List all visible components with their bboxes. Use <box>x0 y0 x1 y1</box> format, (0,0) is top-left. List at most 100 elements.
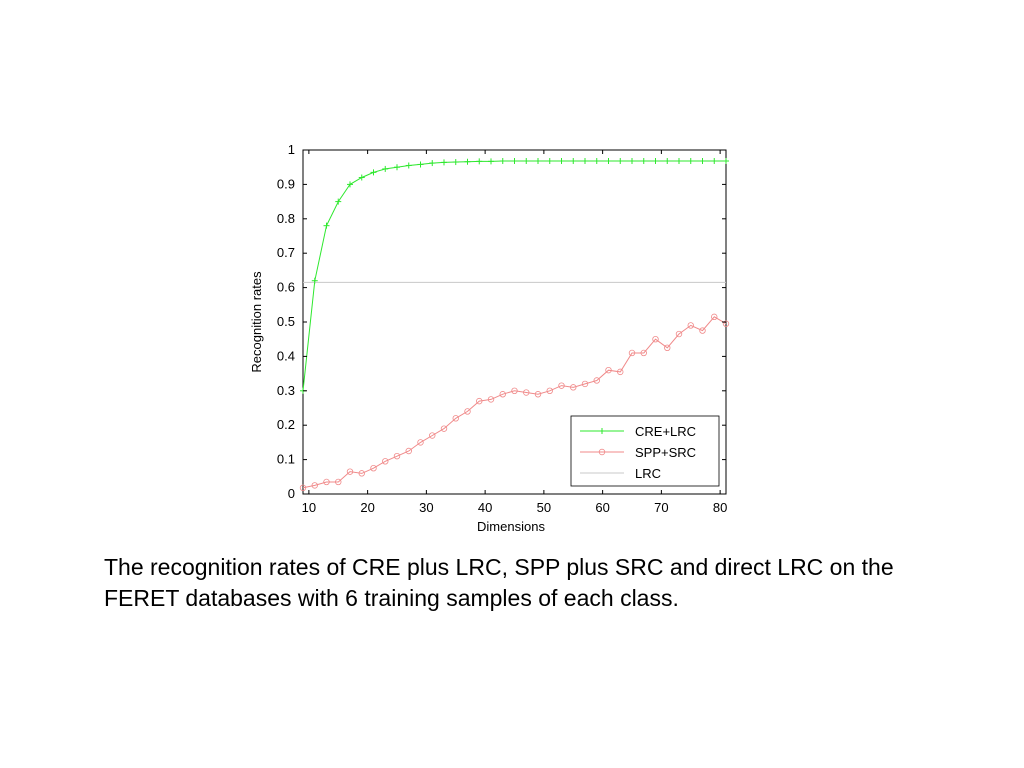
y-axis-label: Recognition rates <box>249 271 264 373</box>
data-point-cre-lrc <box>605 158 612 165</box>
y-tick-label: 0.3 <box>277 383 295 398</box>
data-point-spp-src <box>464 408 471 415</box>
data-point-cre-lrc <box>676 158 682 165</box>
data-point-cre-lrc <box>464 158 471 165</box>
data-point-cre-lrc <box>429 160 436 167</box>
data-point-cre-lrc <box>652 158 659 165</box>
data-point-cre-lrc <box>617 158 624 165</box>
data-point-cre-lrc <box>370 169 377 176</box>
data-point-spp-src <box>546 387 553 394</box>
series-markers-layer <box>299 158 730 492</box>
y-tick-label: 0.2 <box>277 417 295 432</box>
legend-label: SPP+SRC <box>635 445 696 460</box>
data-point-spp-src <box>722 320 730 327</box>
data-point-spp-src <box>581 380 589 388</box>
data-point-cre-lrc <box>499 158 506 165</box>
data-point-cre-lrc <box>511 158 518 165</box>
data-point-spp-src <box>534 391 542 398</box>
data-point-spp-src <box>335 478 342 486</box>
data-point-cre-lrc <box>417 161 424 168</box>
y-axis-ticks: 0 0.1 0.2 0.3 0.4 0.5 0.6 0.7 0.8 0.9 1 <box>277 142 726 501</box>
data-point-spp-src <box>699 327 706 334</box>
x-axis-label: Dimensions <box>477 519 545 534</box>
x-tick-label: 50 <box>537 500 551 515</box>
x-tick-label: 80 <box>713 500 727 515</box>
data-point-spp-src <box>523 389 530 396</box>
data-point-cre-lrc <box>441 159 447 166</box>
y-tick-label: 0.1 <box>277 452 295 467</box>
x-tick-label: 30 <box>419 500 433 515</box>
data-point-cre-lrc <box>476 158 483 165</box>
legend-label: LRC <box>635 466 661 481</box>
data-point-cre-lrc <box>570 158 577 165</box>
data-point-cre-lrc <box>711 158 718 165</box>
data-point-spp-src <box>664 344 671 351</box>
data-point-cre-lrc <box>358 174 365 181</box>
x-tick-label: 70 <box>654 500 668 515</box>
data-point-cre-lrc <box>546 158 553 165</box>
data-point-spp-src <box>640 349 647 357</box>
data-point-spp-src <box>605 366 612 374</box>
legend-box <box>570 415 720 487</box>
data-point-cre-lrc <box>582 158 588 165</box>
data-point-cre-lrc <box>394 164 400 171</box>
data-point-spp-src <box>652 336 659 343</box>
data-point-spp-src <box>440 425 448 432</box>
data-point-cre-lrc <box>323 222 330 229</box>
legend-entry: LRC <box>580 466 661 481</box>
legend-label: CRE+LRC <box>635 424 696 439</box>
legend: CRE+LRC SPP+SRC LRC <box>570 415 720 487</box>
y-tick-label: 0.5 <box>277 314 295 329</box>
data-point-spp-src <box>675 330 683 338</box>
x-tick-label: 40 <box>478 500 492 515</box>
data-point-cre-lrc <box>488 158 494 165</box>
data-point-spp-src <box>511 387 518 394</box>
data-point-cre-lrc <box>452 159 459 166</box>
y-tick-label: 1 <box>288 142 295 157</box>
data-point-cre-lrc <box>523 158 530 165</box>
data-point-spp-src <box>417 439 424 446</box>
x-tick-label: 60 <box>595 500 609 515</box>
data-point-spp-src <box>382 458 389 465</box>
data-point-cre-lrc <box>723 158 729 165</box>
x-tick-label: 10 <box>302 500 316 515</box>
data-point-cre-lrc <box>558 158 565 165</box>
data-point-spp-src <box>628 349 636 357</box>
data-point-cre-lrc <box>640 158 647 165</box>
y-tick-label: 0.4 <box>277 348 295 363</box>
data-point-cre-lrc <box>335 198 342 205</box>
data-point-spp-src <box>393 452 401 460</box>
y-tick-label: 0.9 <box>277 176 295 191</box>
legend-entry: SPP+SRC <box>580 445 696 460</box>
data-point-spp-src <box>311 482 318 489</box>
x-axis-ticks: 10 20 30 40 50 60 70 80 <box>302 150 727 515</box>
legend-items: CRE+LRC SPP+SRC LRC <box>580 424 696 481</box>
data-point-cre-lrc <box>311 277 318 284</box>
data-point-spp-src <box>323 478 330 486</box>
series-line-spp-src <box>302 316 727 489</box>
data-point-spp-src <box>429 432 436 439</box>
x-tick-label: 20 <box>360 500 374 515</box>
data-point-spp-src <box>346 468 354 475</box>
legend-marker <box>598 448 606 456</box>
data-point-cre-lrc <box>699 158 706 165</box>
data-point-spp-src <box>499 391 506 398</box>
data-point-cre-lrc <box>347 181 353 188</box>
y-tick-label: 0.6 <box>277 280 295 295</box>
data-point-spp-src <box>593 377 600 384</box>
data-point-spp-src <box>358 470 365 477</box>
data-point-cre-lrc <box>405 162 412 169</box>
data-point-cre-lrc <box>382 165 389 172</box>
data-point-spp-src <box>405 447 412 455</box>
data-point-spp-src <box>452 415 459 422</box>
data-point-spp-src <box>476 397 483 405</box>
data-point-spp-src <box>617 368 624 376</box>
figure-caption: The recognition rates of CRE plus LRC, S… <box>104 554 894 611</box>
data-point-cre-lrc <box>629 158 635 165</box>
data-point-spp-src <box>487 396 495 403</box>
data-point-cre-lrc <box>664 158 671 165</box>
data-point-spp-src <box>299 484 307 492</box>
data-point-spp-src <box>558 382 565 389</box>
legend-entry: CRE+LRC <box>580 424 696 439</box>
